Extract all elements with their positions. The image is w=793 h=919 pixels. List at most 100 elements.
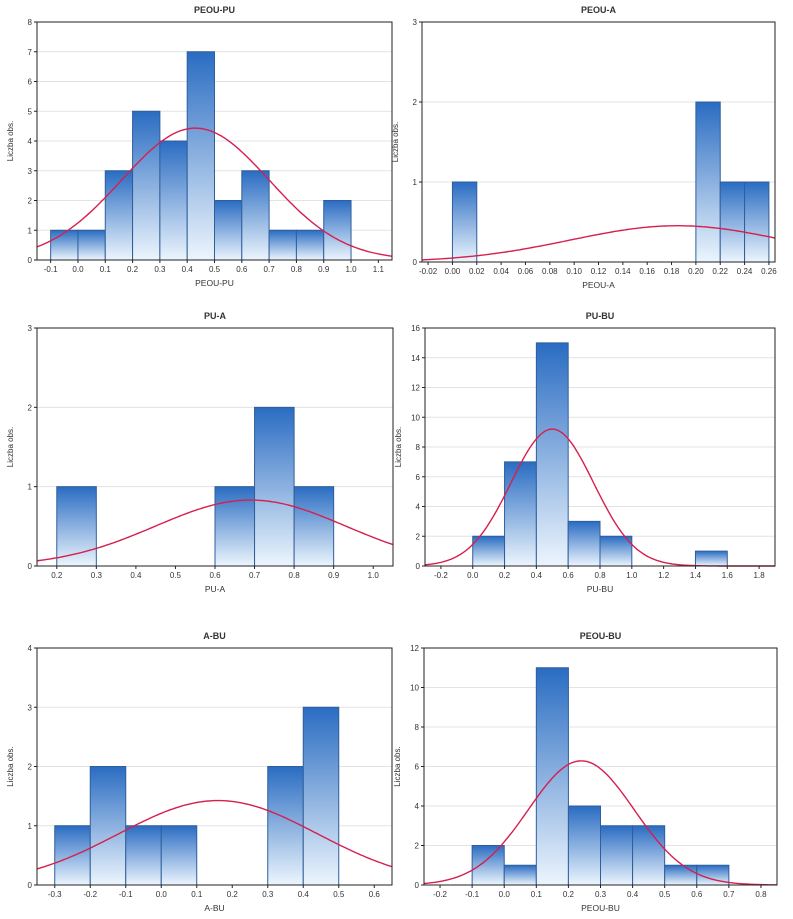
- histogram-bar: [599, 535, 633, 567]
- normal-fit-curve: [423, 760, 778, 886]
- histogram-bar: [214, 200, 243, 261]
- chart-title: PU-A: [204, 311, 226, 321]
- y-axis-label: Liczba obs.: [6, 427, 15, 467]
- y-axis-label: Liczba obs.: [6, 746, 15, 786]
- y-tick-label: 0: [28, 562, 33, 571]
- histogram-bar: [241, 170, 270, 261]
- x-tick-label: 0.8: [594, 571, 606, 580]
- x-tick-label: 1.0: [345, 265, 357, 274]
- y-tick-label: 8: [416, 443, 421, 452]
- x-tick-label: 0.4: [298, 890, 310, 899]
- normal-fit-curve: [421, 224, 776, 261]
- histogram-bar: [451, 181, 478, 263]
- x-tick-label: 0.5: [170, 571, 182, 580]
- y-axis-label: Liczba obs.: [393, 746, 402, 786]
- y-tick-label: 1: [413, 178, 418, 187]
- x-tick-label: 0.0: [467, 571, 479, 580]
- y-tick-label: 7: [28, 48, 33, 57]
- x-tick-label: 0.4: [531, 571, 543, 580]
- x-tick-label: 0.10: [566, 267, 582, 276]
- x-tick-label: 0.3: [154, 265, 166, 274]
- y-tick-label: 10: [411, 413, 420, 422]
- histogram-bar: [295, 229, 325, 261]
- x-tick-label: -0.2: [433, 890, 447, 899]
- y-tick-label: 1: [28, 483, 33, 492]
- histogram-bar: [535, 667, 569, 886]
- x-tick-label: 0.1: [100, 265, 112, 274]
- x-axis-label: PEOU-A: [582, 280, 615, 290]
- histogram-bar: [503, 864, 537, 886]
- x-tick-label: 0.2: [227, 890, 239, 899]
- y-tick-label: 16: [411, 324, 420, 333]
- y-tick-label: 10: [410, 684, 419, 693]
- y-tick-label: 0: [413, 258, 418, 267]
- x-axis-label: PU-A: [205, 584, 226, 594]
- x-tick-label: 0.4: [627, 890, 639, 899]
- y-tick-label: 2: [413, 98, 418, 107]
- x-tick-label: 0.2: [51, 571, 63, 580]
- histogram-bar: [719, 181, 746, 263]
- histogram-bar: [293, 486, 335, 567]
- x-tick-label: 0.04: [493, 267, 509, 276]
- histogram-bar: [664, 864, 698, 886]
- chart-title: PEOU-A: [581, 5, 617, 15]
- y-tick-label: 0: [415, 881, 420, 890]
- histogram-bar: [744, 181, 770, 263]
- x-tick-label: 0.22: [712, 267, 728, 276]
- y-tick-label: 12: [410, 644, 419, 653]
- histogram-bar: [186, 51, 215, 261]
- chart-title: PEOU-PU: [194, 5, 235, 15]
- x-tick-label: 0.16: [639, 267, 655, 276]
- x-tick-label: 0.2: [499, 571, 511, 580]
- y-tick-label: 4: [415, 802, 420, 811]
- y-tick-label: 1: [28, 822, 33, 831]
- x-tick-label: 0.00: [445, 267, 461, 276]
- x-axis-label: PEOU-PU: [195, 278, 234, 288]
- x-tick-label: 0.24: [737, 267, 753, 276]
- x-axis-label: PEOU-BU: [581, 903, 620, 913]
- chart-a-bu: 0 1 2 3 4 -0.3 -0.2 -0.1 0.0 0.1 0.2 0.3 0.4 0.5 0.6 A-…: [6, 631, 393, 913]
- y-tick-label: 4: [28, 137, 33, 146]
- x-tick-label: 1.4: [690, 571, 702, 580]
- x-tick-label: 0.6: [236, 265, 248, 274]
- histogram-bar: [695, 101, 721, 263]
- y-tick-label: 6: [416, 473, 421, 482]
- y-tick-label: 2: [28, 763, 33, 772]
- y-tick-label: 0: [28, 881, 33, 890]
- x-tick-label: 0.4: [130, 571, 142, 580]
- histogram-bar: [472, 535, 506, 567]
- histogram-bar: [600, 825, 634, 886]
- x-tick-label: 0.02: [469, 267, 485, 276]
- histogram-bar: [214, 486, 256, 567]
- x-tick-label: 0.8: [289, 571, 301, 580]
- histogram-bar: [50, 229, 79, 261]
- y-axis-label: Liczba obs.: [6, 121, 15, 161]
- chart-pu-a: 0 1 2 3 0.2 0.3 0.4 0.5 0.6 0.7 0.8 0.9 1.0 PU-A PU-A L…: [6, 311, 394, 594]
- x-tick-label: 0.6: [369, 890, 381, 899]
- x-tick-label: 0.08: [542, 267, 558, 276]
- x-tick-label: 0.1: [191, 890, 203, 899]
- y-tick-label: 8: [28, 18, 33, 27]
- x-tick-label: 0.7: [723, 890, 735, 899]
- x-tick-label: 1.0: [626, 571, 638, 580]
- y-axis-label: Liczba obs.: [394, 427, 403, 467]
- chart-title: PU-BU: [586, 311, 615, 321]
- y-axis-label: Liczba obs.: [391, 122, 400, 162]
- x-tick-label: 0.20: [688, 267, 704, 276]
- x-tick-label: 0.5: [659, 890, 671, 899]
- y-tick-label: 0: [28, 256, 33, 265]
- x-tick-label: 0.2: [127, 265, 139, 274]
- histogram-bar: [567, 805, 602, 886]
- histogram-bar: [104, 170, 134, 261]
- x-tick-label: 1.1: [373, 265, 385, 274]
- x-tick-label: 0.8: [755, 890, 767, 899]
- x-tick-label: -0.02: [419, 267, 438, 276]
- x-tick-label: 0.2: [563, 890, 575, 899]
- x-tick-label: -0.2: [434, 571, 448, 580]
- y-tick-label: 1: [28, 226, 33, 235]
- histogram-bar: [471, 845, 505, 886]
- histogram-bar: [535, 342, 569, 567]
- chart-peou-a: 0 1 2 3 -0.02 0.00 0.02 0.04 0.06 0.08 0.10 0.12 0.1…: [391, 5, 777, 290]
- x-tick-label: -0.1: [119, 890, 133, 899]
